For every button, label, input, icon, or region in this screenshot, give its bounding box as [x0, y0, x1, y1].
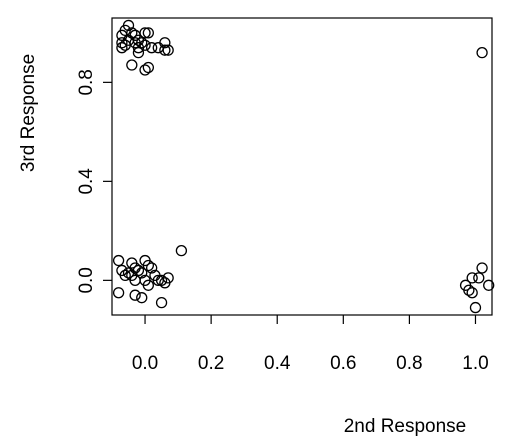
x-tick-label: 0.4: [264, 353, 291, 374]
data-point: [142, 61, 154, 74]
data-point: [146, 262, 158, 274]
data-point: [466, 287, 478, 299]
x-tick-label: 0.6: [330, 353, 356, 374]
data-point: [466, 272, 478, 284]
data-point: [155, 274, 168, 287]
plot-frame: [111, 17, 493, 316]
data-point: [116, 42, 128, 54]
data-point: [463, 284, 475, 296]
data-point: [469, 301, 482, 314]
data-point: [175, 244, 188, 257]
y-axis: 0.0 0.4 0.8: [76, 69, 112, 294]
data-points: [112, 19, 495, 314]
data-point: [142, 27, 154, 39]
x-tick-label: 1.0: [462, 353, 488, 374]
data-point: [162, 44, 174, 56]
y-tick-label: 0.8: [76, 69, 97, 95]
data-point: [159, 44, 171, 56]
y-tick-label: 0.0: [76, 267, 97, 293]
y-axis-title: 3rd Response: [18, 54, 39, 172]
data-point: [155, 296, 168, 309]
x-tick-label: 0.0: [132, 353, 158, 374]
data-point: [139, 39, 151, 51]
data-point: [112, 254, 125, 267]
data-point: [139, 27, 151, 39]
data-point: [152, 42, 164, 54]
y-tick-label: 0.4: [76, 168, 97, 195]
x-axis: 0.0 0.2 0.4 0.6 0.8 1.0: [132, 315, 489, 374]
x-axis-title: 2nd Response: [344, 416, 467, 437]
data-point: [136, 292, 148, 304]
x-tick-label: 0.2: [198, 353, 224, 374]
data-point: [473, 272, 485, 284]
x-tick-label: 0.8: [396, 353, 422, 374]
data-point: [132, 42, 145, 54]
data-point: [119, 269, 131, 282]
data-point: [142, 259, 154, 272]
data-point: [139, 64, 151, 76]
data-point: [126, 59, 138, 71]
data-point: [483, 279, 495, 291]
data-point: [476, 262, 488, 274]
data-point: [152, 274, 164, 287]
data-point: [159, 277, 171, 289]
data-point: [132, 47, 145, 59]
data-point: [476, 47, 488, 59]
data-point: [112, 287, 125, 299]
data-point: [129, 289, 141, 301]
data-point: [146, 42, 158, 54]
data-point: [132, 264, 145, 277]
data-point: [116, 37, 128, 49]
data-point: [136, 267, 148, 279]
data-point: [142, 279, 154, 291]
